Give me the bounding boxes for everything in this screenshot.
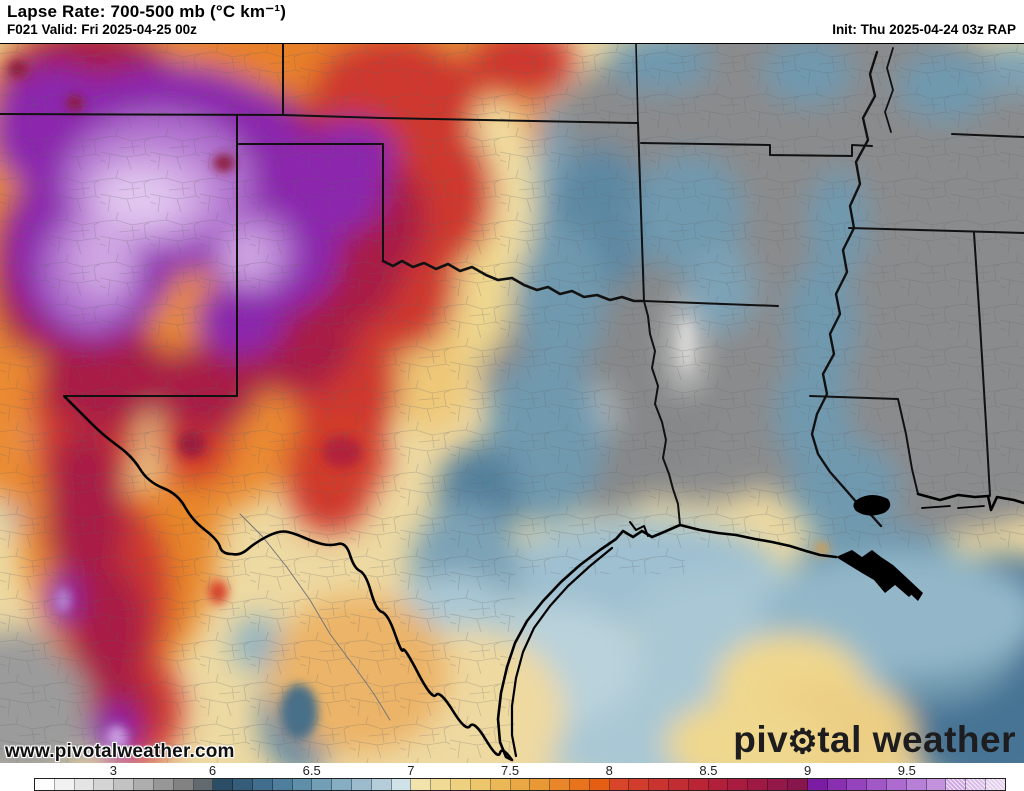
rio-grande-border	[63, 395, 514, 761]
colorbar-cell	[728, 779, 749, 790]
colorbar-cell	[292, 779, 313, 790]
colorbar-cell	[926, 779, 947, 790]
colorbar-cell	[847, 779, 868, 790]
colorbar-cell	[114, 779, 135, 790]
border-ok-ar	[637, 122, 645, 302]
louisiana-coast	[678, 523, 838, 559]
colorbar-label: 8	[605, 763, 613, 778]
gear-icon: ⚙	[787, 722, 819, 761]
colorbar-cell	[986, 779, 1005, 790]
colorbar-cell	[867, 779, 887, 790]
colorbar-cell	[391, 779, 412, 790]
colorbar-cell	[233, 779, 253, 790]
colorbar-cell	[213, 779, 234, 790]
gulf-coastline	[496, 492, 1024, 762]
pivotal-weather-logo: piv⚙tal weather	[733, 721, 1016, 759]
mississippi-delta	[836, 495, 923, 601]
ms-barrier-islands	[921, 505, 985, 509]
watermark-url[interactable]: www.pivotalweather.com	[5, 741, 235, 762]
colorbar-cells	[34, 778, 1006, 791]
colorbar-cell	[54, 779, 75, 790]
colorbar-cell	[510, 779, 531, 790]
county-lines	[0, 44, 1024, 763]
colorbar-cell	[411, 779, 432, 790]
red-river-tx-ok	[381, 259, 646, 303]
colorbar-cell	[768, 779, 788, 790]
map-title: Lapse Rate: 700-500 mb (°C km⁻¹)	[7, 2, 287, 21]
colorbar-label: 9	[804, 763, 812, 778]
colorbar-cell	[94, 779, 115, 790]
border-mexico-states	[239, 513, 391, 721]
colorbar-cell	[173, 779, 194, 790]
colorbar-cell	[134, 779, 154, 790]
colorbar-cell	[272, 779, 293, 790]
colorbar-label: 7	[407, 763, 415, 778]
colorbar-cell	[629, 779, 650, 790]
colorbar-label: 9.5	[897, 763, 916, 778]
colorbar-label: 8.5	[699, 763, 718, 778]
colorbar-cell	[371, 779, 392, 790]
ms-al-coast	[916, 492, 1024, 512]
colorbar-cell	[470, 779, 491, 790]
colorbar-cell	[252, 779, 273, 790]
lapse-rate-map	[0, 44, 1024, 763]
colorbar-cell	[649, 779, 669, 790]
border-tx-la-sabine	[643, 300, 681, 526]
colorbar-cell	[807, 779, 828, 790]
colorbar-cell	[193, 779, 214, 790]
colorbar-cell	[74, 779, 95, 790]
map-area: www.pivotalweather.com piv⚙tal weather	[0, 43, 1024, 763]
colorbar-cell	[153, 779, 174, 790]
colorbar-cell	[550, 779, 570, 790]
padre-barrier-island	[510, 546, 614, 758]
border-ks-mo	[635, 44, 639, 124]
border-ms-al	[973, 232, 991, 497]
valid-time-label: F021 Valid: Fri 2025-04-25 00z	[7, 22, 197, 37]
colorbar-cell	[946, 779, 967, 790]
border-tx-ok-panhandle	[236, 143, 384, 262]
colorbar-cell	[490, 779, 511, 790]
border-mo-ar	[640, 142, 873, 157]
border-ar-la-33n	[643, 300, 779, 307]
colorbar-cell	[312, 779, 333, 790]
border-ky-tn	[951, 133, 1024, 138]
colorbar-cell	[609, 779, 630, 790]
map-header: Lapse Rate: 700-500 mb (°C km⁻¹) F021 Va…	[0, 0, 1024, 43]
colorbar-cell	[906, 779, 927, 790]
texas-coast	[496, 523, 682, 762]
colorbar-label: 6.5	[302, 763, 321, 778]
colorbar-cell	[431, 779, 452, 790]
tennessee-river	[884, 47, 894, 133]
colorbar-label: 6	[208, 763, 217, 778]
logo-text-tal-weather: tal weather	[817, 718, 1016, 760]
colorbar-cell	[886, 779, 907, 790]
colorbar-cell	[688, 779, 709, 790]
colorbar-cell	[966, 779, 986, 790]
colorbar-cell	[748, 779, 769, 790]
colorbar-cell	[569, 779, 590, 790]
colorbar-cell	[332, 779, 352, 790]
galveston-bay	[629, 521, 649, 537]
lake-pontchartrain	[853, 495, 891, 516]
colorbar-label: 7.5	[501, 763, 520, 778]
colorbar-cell	[35, 779, 55, 790]
colorbar-label: 3	[109, 763, 117, 778]
colorbar-cell	[530, 779, 551, 790]
init-time-label: Init: Thu 2025-04-24 03z RAP	[832, 22, 1016, 37]
colorbar-cell	[669, 779, 689, 790]
border-37n-co-ks-ok	[0, 113, 639, 124]
mississippi-river	[810, 50, 883, 528]
colorbar-cell	[827, 779, 848, 790]
colorbar-cell	[708, 779, 729, 790]
border-tn-ms-35n	[848, 227, 1024, 234]
colorbar-cell	[589, 779, 610, 790]
state-borders	[0, 44, 1024, 721]
colorbar-area: 3 6 6.5 7 7.5 8 8.5 9 9.5	[0, 763, 1024, 791]
colorbar-cell	[352, 779, 372, 790]
logo-text-piv: piv	[733, 718, 789, 760]
colorbar-cell	[787, 779, 808, 790]
colorbar-cell	[451, 779, 471, 790]
